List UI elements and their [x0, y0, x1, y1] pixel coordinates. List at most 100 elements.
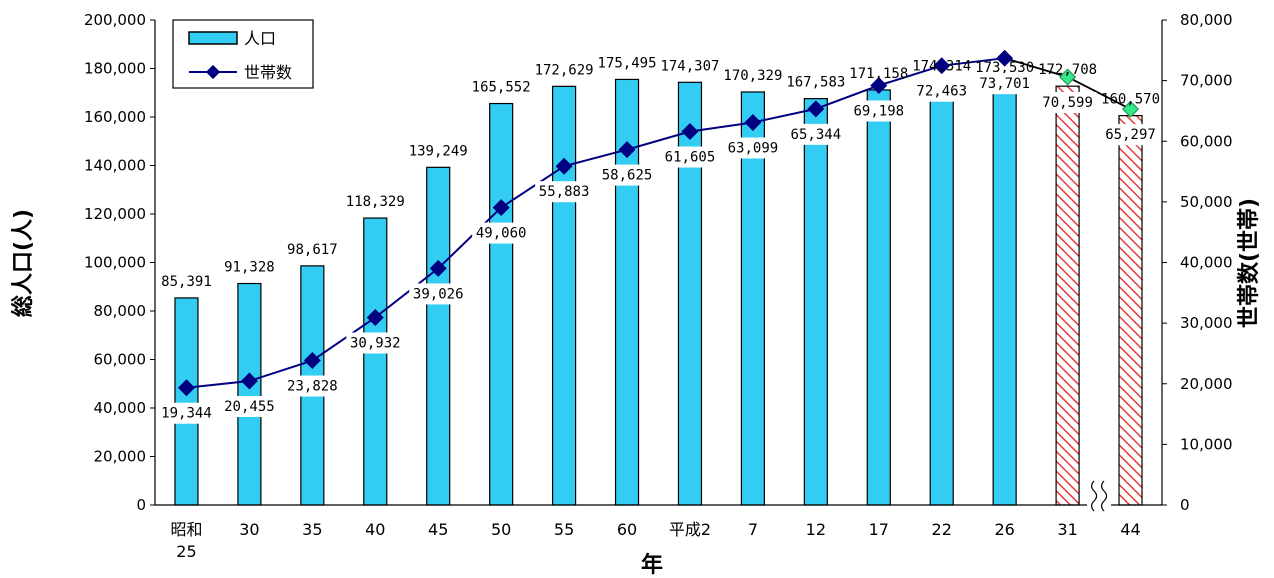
category-label: 45	[428, 520, 448, 539]
household-marker	[366, 308, 384, 326]
population-value-label: 174,314	[912, 58, 971, 74]
category-label: 40	[365, 520, 385, 539]
left-axis-title: 総人口(人)	[10, 209, 36, 317]
right-tick-label: 70,000	[1180, 72, 1233, 90]
population-value-label: 172,708	[1038, 62, 1097, 78]
population-value-label: 85,391	[161, 274, 212, 290]
household-value-label: 70,599	[1042, 95, 1093, 111]
legend: 人口 世帯数	[172, 19, 314, 89]
household-label-box	[786, 123, 845, 145]
right-tick-label: 60,000	[1180, 132, 1233, 150]
right-tick-label: 0	[1180, 496, 1190, 514]
household-value-label: 30,932	[350, 335, 401, 351]
household-value-label: 69,198	[853, 103, 904, 119]
projected-population-bar	[1118, 115, 1143, 506]
category-label: 7	[748, 520, 758, 539]
household-label-box	[283, 375, 342, 397]
household-marker	[681, 123, 699, 141]
population-value-label: 165,552	[472, 80, 531, 96]
left-tick-label: 140,000	[84, 157, 146, 175]
category-label: 55	[554, 520, 574, 539]
household-value-label: 58,625	[602, 168, 653, 184]
household-marker	[177, 379, 195, 397]
household-marker	[744, 113, 762, 131]
population-value-label: 91,328	[224, 260, 275, 276]
household-marker	[870, 77, 888, 94]
axis-break-mask	[1087, 479, 1112, 511]
household-marker	[933, 57, 951, 75]
household-label-box	[598, 164, 657, 186]
household-value-label: 63,099	[728, 140, 779, 156]
household-label-box	[220, 395, 279, 417]
population-value-label: 172,629	[535, 62, 594, 78]
left-tick-label: 40,000	[94, 399, 147, 417]
household-label-box	[346, 332, 405, 354]
households-line-actual	[186, 57, 1005, 389]
left-tick-label: 80,000	[94, 302, 147, 320]
household-value-label: 39,026	[413, 286, 464, 302]
right-tick-label: 10,000	[1180, 435, 1233, 453]
category-label: 17	[869, 520, 889, 539]
population-value-label: 139,249	[409, 143, 468, 159]
population-bar	[174, 297, 199, 506]
population-bar	[677, 81, 703, 506]
category-label: 31	[1057, 520, 1077, 539]
right-tick-label: 50,000	[1180, 193, 1233, 211]
household-marker	[807, 100, 825, 118]
household-label-box	[409, 283, 468, 305]
population-value-label: 174,307	[660, 58, 719, 74]
household-label-box	[1038, 91, 1097, 113]
household-value-label: 19,344	[161, 406, 212, 422]
household-marker	[492, 199, 510, 217]
left-tick-label: 120,000	[84, 205, 146, 223]
left-tick-label: 200,000	[84, 11, 146, 29]
household-value-label: 61,605	[665, 150, 716, 166]
category-label: 30	[239, 520, 259, 539]
right-tick-label: 40,000	[1180, 254, 1233, 272]
projected-household-marker	[1059, 68, 1077, 86]
axes: 0 20,000 40,000 60,000 80,000 100,000 120,000 1…	[84, 11, 1233, 561]
legend-households-label: 世帯数	[244, 63, 292, 82]
household-value-label: 20,455	[224, 399, 275, 415]
household-label-box	[975, 73, 1034, 95]
population-value-label: 118,329	[346, 194, 405, 210]
households-line	[177, 49, 1140, 397]
population-bar	[237, 282, 262, 506]
left-tick-label: 100,000	[84, 254, 146, 272]
right-tick-label: 30,000	[1180, 314, 1233, 332]
household-label-box	[1101, 124, 1160, 146]
category-label: 平成2	[669, 520, 711, 539]
population-bar	[363, 217, 388, 506]
household-label-box	[535, 181, 594, 203]
left-tick-label: 180,000	[84, 60, 146, 78]
household-value-label: 65,297	[1105, 127, 1156, 143]
left-tick-label: 60,000	[94, 351, 147, 369]
population-bar	[929, 81, 954, 506]
household-value-label: 49,060	[476, 226, 527, 242]
population-value-label: 175,495	[598, 55, 657, 71]
household-marker	[618, 141, 636, 159]
projected-population-bar	[1055, 85, 1080, 506]
axis-break-mark	[1100, 480, 1108, 512]
household-label-box	[912, 80, 971, 102]
population-value-label: 98,617	[287, 242, 338, 258]
category-label: 22	[932, 520, 952, 539]
category-label: 25	[176, 542, 196, 561]
left-tick-label: 20,000	[94, 448, 147, 466]
legend-population-label: 人口	[244, 29, 276, 48]
household-label-box	[472, 222, 531, 244]
population-value-label: 167,583	[786, 75, 845, 91]
household-label-box	[157, 402, 216, 424]
category-label: 60	[617, 520, 637, 539]
household-marker	[429, 259, 447, 277]
household-marker	[996, 49, 1014, 67]
household-marker	[303, 352, 321, 370]
household-label-box	[723, 137, 782, 159]
household-label-box	[849, 100, 908, 122]
household-value-label: 23,828	[287, 379, 338, 395]
household-marker	[555, 157, 573, 175]
axis-break-mark	[1090, 480, 1098, 512]
data-labels: 85,39191,32898,617118,329139,249165,5521…	[157, 55, 1160, 424]
right-axis-title: 世帯数(世帯)	[1236, 198, 1262, 328]
